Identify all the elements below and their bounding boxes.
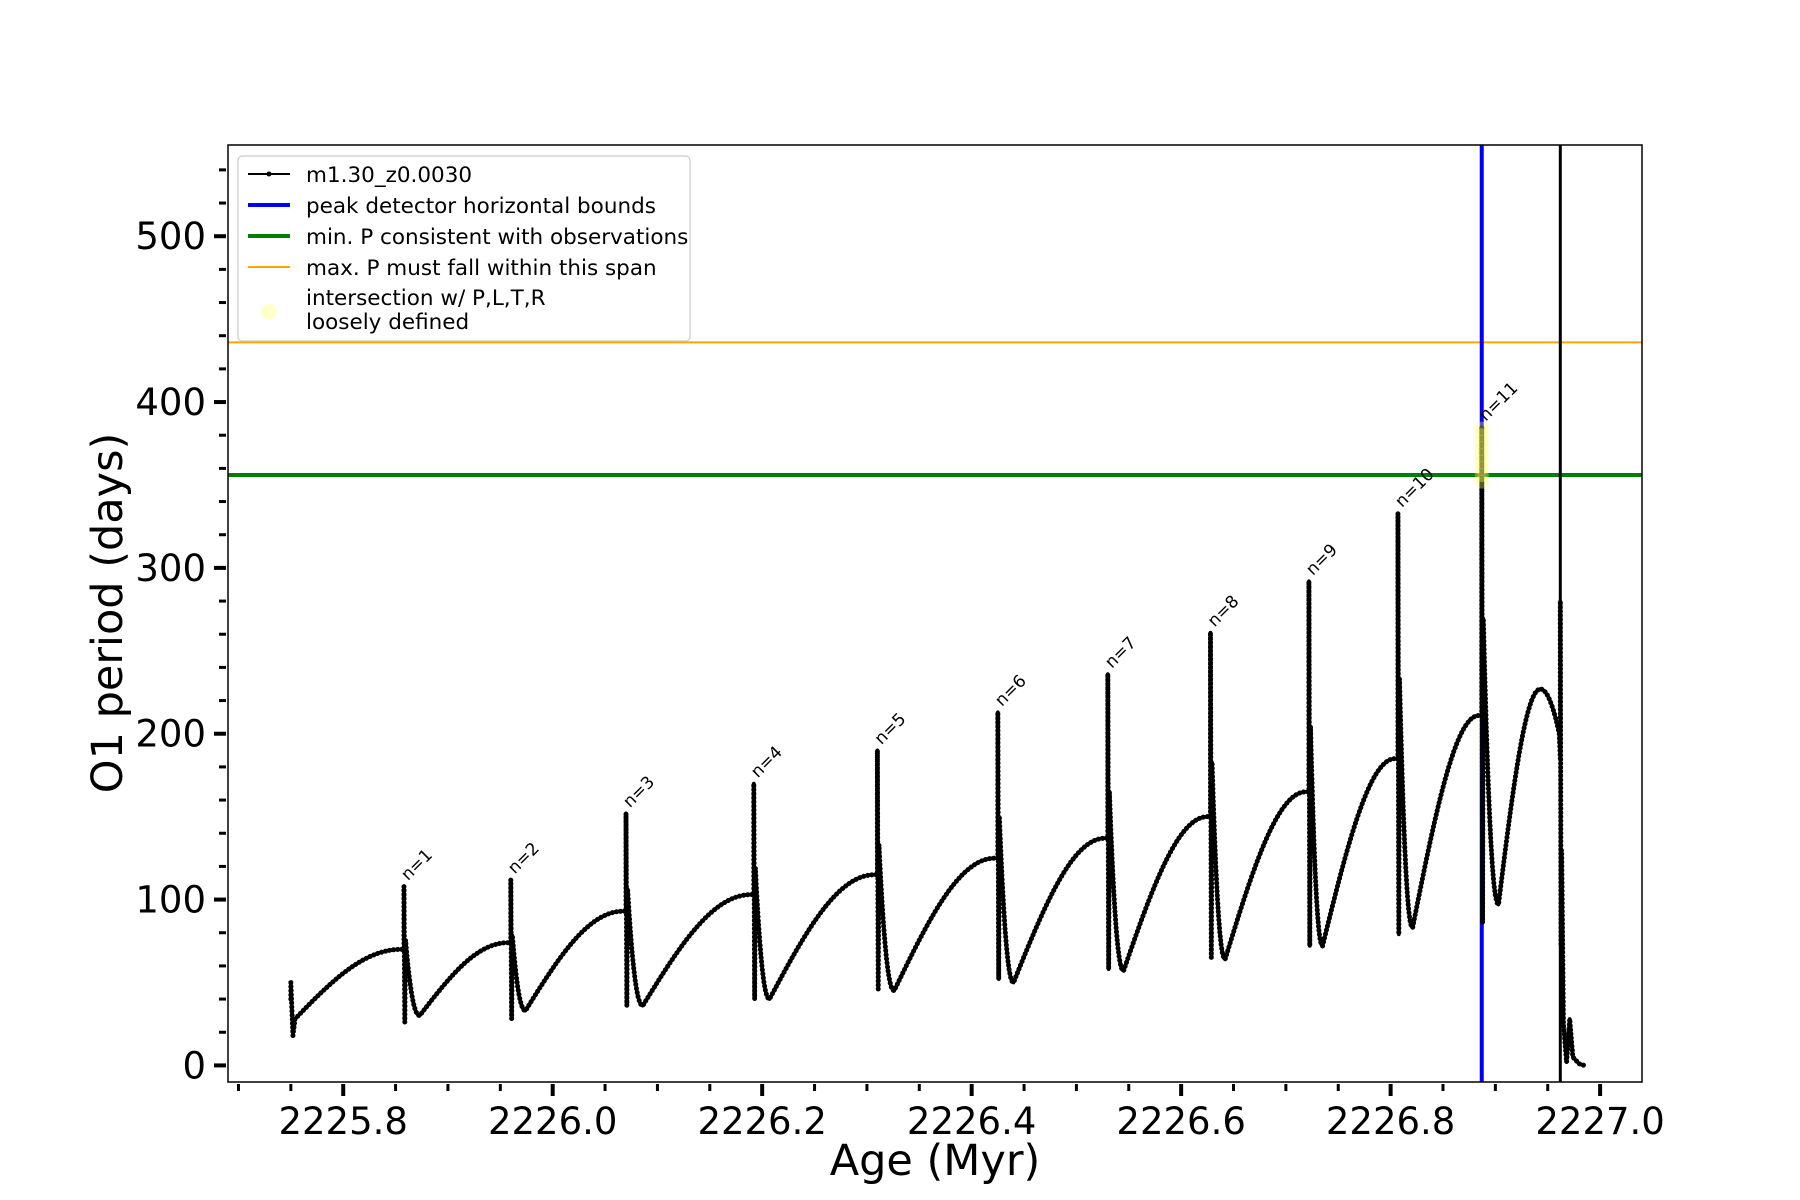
legend-swatch-intersection <box>261 304 277 320</box>
y-tick-label: 500 <box>135 215 206 258</box>
legend-swatch-model-marker <box>266 171 272 177</box>
legend-label-intersection-line1: intersection w/ P,L,T,R <box>306 286 546 311</box>
x-tick-label: 2227.0 <box>1535 1100 1664 1143</box>
y-axis-label: O1 period (days) <box>83 433 133 794</box>
intersection-marker <box>1474 468 1489 483</box>
y-tick-label: 100 <box>135 879 206 922</box>
y-tick-label: 0 <box>182 1044 206 1087</box>
legend-label-max-p: max. P must fall within this span <box>306 256 657 281</box>
x-tick-label: 2226.0 <box>488 1100 617 1143</box>
plot-area <box>228 145 1642 1082</box>
series-markers-m1.30_z0.0030 <box>288 426 1587 1068</box>
legend: m1.30_z0.0030 peak detector horizontal b… <box>237 155 691 342</box>
x-axis: 2225.8 2226.0 2226.2 2226.4 2226.6 2226.8 2227… <box>236 1084 1665 1143</box>
legend-label-model: m1.30_z0.0030 <box>306 163 472 188</box>
y-tick-label: 200 <box>135 713 206 756</box>
intersection-marker <box>1474 441 1489 456</box>
legend-box <box>237 155 691 342</box>
legend-label-min-p: min. P consistent with observations <box>306 225 688 250</box>
intersection-marker <box>1474 448 1489 463</box>
intersection-marker <box>1474 454 1489 469</box>
y-axis: 0 100 200 300 400 500 <box>135 168 226 1087</box>
x-tick-label: 2226.4 <box>907 1100 1036 1143</box>
intersection-marker <box>1474 434 1489 449</box>
y-tick-label: 300 <box>135 547 206 590</box>
x-tick-label: 2226.2 <box>697 1100 826 1143</box>
plot-frame <box>227 144 1643 1083</box>
intersection-marker <box>1474 421 1489 436</box>
intersection-marker <box>1474 428 1489 443</box>
intersection-marker <box>1474 461 1489 476</box>
intersection-marker <box>1474 474 1489 489</box>
x-axis-label: Age (Myr) <box>830 1136 1041 1186</box>
legend-label-intersection-line2: loosely defined <box>306 310 469 335</box>
legend-label-peak-detector: peak detector horizontal bounds <box>306 194 656 219</box>
x-tick-label: 2226.6 <box>1116 1100 1245 1143</box>
x-tick-label: 2225.8 <box>278 1100 407 1143</box>
y-tick-label: 400 <box>135 381 206 424</box>
x-tick-label: 2226.8 <box>1326 1100 1455 1143</box>
